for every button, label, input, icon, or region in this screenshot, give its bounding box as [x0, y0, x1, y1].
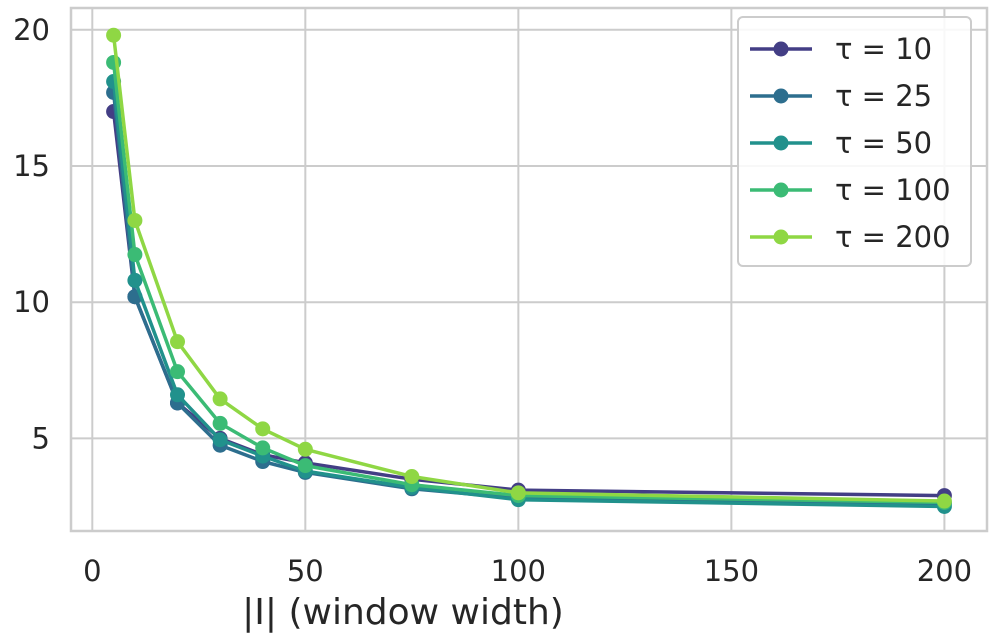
data-point: [297, 458, 313, 474]
data-point: [170, 364, 186, 380]
legend-item: τ = 50: [750, 126, 932, 160]
data-point: [106, 27, 122, 43]
plot-frame: [69, 6, 989, 533]
x-tick-label: 0: [83, 554, 101, 588]
data-point: [255, 440, 271, 456]
data-point: [170, 387, 186, 403]
data-point: [936, 493, 952, 509]
legend-marker: [773, 88, 789, 104]
legend-label: τ = 25: [835, 79, 932, 113]
legend-item: τ = 25: [750, 79, 932, 113]
data-point: [127, 247, 143, 263]
legend-item: τ = 200: [750, 220, 951, 254]
legend-label: τ = 10: [835, 32, 932, 66]
data-point: [255, 421, 271, 437]
legend-marker: [773, 41, 789, 57]
legend-label: τ = 50: [835, 126, 932, 160]
x-tick-label: 200: [917, 554, 972, 588]
y-tick-label: 10: [13, 285, 50, 319]
data-point: [127, 212, 143, 228]
legend-marker: [773, 135, 789, 151]
legend-marker: [773, 229, 789, 245]
x-tick-label: 50: [287, 554, 324, 588]
series-layer: [106, 27, 952, 514]
series-4: [106, 27, 952, 509]
x-tick-label: 100: [491, 554, 546, 588]
x-tick-label: 150: [704, 554, 759, 588]
legend-item: τ = 10: [750, 32, 932, 66]
data-point: [212, 415, 228, 431]
tick-labels: 0 50 100 150 200 5 10 15 20: [13, 13, 972, 588]
legend-label: τ = 200: [835, 220, 951, 254]
legend: τ = 10 τ = 25 τ = 50 τ = 100 τ = 200: [737, 16, 972, 267]
data-point: [170, 334, 186, 350]
data-point: [127, 272, 143, 288]
data-point: [212, 391, 228, 407]
legend-item: τ = 100: [750, 173, 951, 207]
y-tick-label: 20: [13, 13, 50, 47]
legend-marker: [773, 182, 789, 198]
y-tick-label: 15: [13, 149, 50, 183]
legend-box: [737, 16, 972, 267]
legend-label: τ = 100: [835, 173, 951, 207]
data-point: [510, 485, 526, 501]
data-point: [404, 469, 420, 485]
y-tick-label: 5: [32, 421, 50, 455]
data-point: [297, 441, 313, 457]
x-axis-label: |I| (window width): [242, 592, 564, 633]
data-point: [212, 432, 228, 448]
